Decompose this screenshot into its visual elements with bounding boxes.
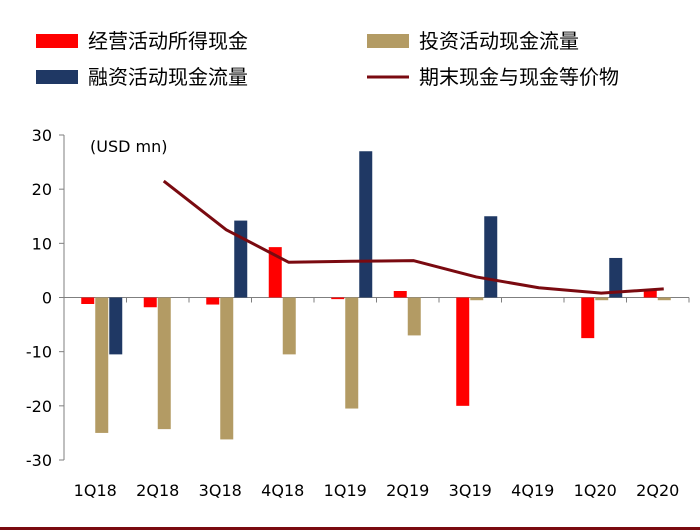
bar-2-2q20: [657, 297, 671, 301]
bar-3-1q18: [109, 297, 123, 355]
unit-note: (USD mn): [90, 137, 167, 156]
bar-2-2q19: [407, 297, 421, 336]
legend-swatch-1: [36, 34, 78, 48]
y-tick-label: -30: [26, 451, 52, 470]
y-tick-label: 20: [32, 180, 52, 199]
bar-1-1q18: [81, 297, 95, 304]
x-tick-label: 2Q18: [136, 481, 179, 500]
legend-label-1: 经营活动所得现金: [88, 29, 248, 53]
legend-label-4: 期末现金与现金等价物: [419, 65, 619, 89]
legend-swatch-3: [36, 70, 78, 84]
bars: [81, 151, 671, 440]
bar-2-1q20: [595, 297, 609, 301]
y-tick-label: -10: [26, 343, 52, 362]
bar-1-3q19: [456, 297, 470, 406]
x-tick-label: 3Q19: [449, 481, 492, 500]
legend-label-3: 融资活动现金流量: [88, 65, 248, 89]
bar-2-2q18: [157, 297, 171, 430]
line-series-path: [162, 179, 664, 295]
legend-swatch-2: [367, 34, 409, 48]
y-tick-label: -20: [26, 397, 52, 416]
bar-2-4q18: [282, 297, 296, 355]
bottom-border: [0, 527, 700, 530]
x-tick-label: 1Q20: [574, 481, 617, 500]
y-tick-label: 0: [42, 289, 52, 308]
y-tick-label: 10: [32, 234, 52, 253]
bar-1-1q19: [331, 297, 345, 300]
bar-1-2q19: [393, 291, 407, 298]
bar-3-3q19: [484, 216, 498, 298]
legend-label-2: 投资活动现金流量: [419, 29, 579, 53]
bar-2-1q18: [95, 297, 109, 433]
bar-1-4q18: [268, 247, 282, 298]
bar-2-3q18: [220, 297, 234, 440]
x-tick-label: 4Q19: [511, 481, 554, 500]
bar-2-1q19: [345, 297, 359, 409]
x-tick-label: 2Q19: [386, 481, 429, 500]
bar-1-2q18: [143, 297, 157, 308]
bar-1-1q20: [581, 297, 595, 339]
bar-3-1q19: [359, 151, 373, 298]
x-tick-label: 4Q18: [261, 481, 304, 500]
bar-2-3q19: [470, 297, 484, 301]
line-series: [162, 179, 664, 295]
x-tick-label: 1Q18: [74, 481, 117, 500]
x-tick-label: 3Q18: [199, 481, 242, 500]
bar-1-3q18: [206, 297, 220, 305]
bar-3-1q20: [609, 257, 623, 298]
x-tick-label: 2Q20: [636, 481, 679, 500]
y-tick-label: 30: [32, 126, 52, 145]
labels: 30 20 10 0 -10 -20 -30 1Q18 2Q18 3Q18 4Q18 1Q19 2Q19…: [26, 126, 679, 500]
x-tick-label: 1Q19: [324, 481, 367, 500]
bar-3-3q18: [234, 220, 248, 298]
bar-1-2q20: [643, 289, 657, 298]
